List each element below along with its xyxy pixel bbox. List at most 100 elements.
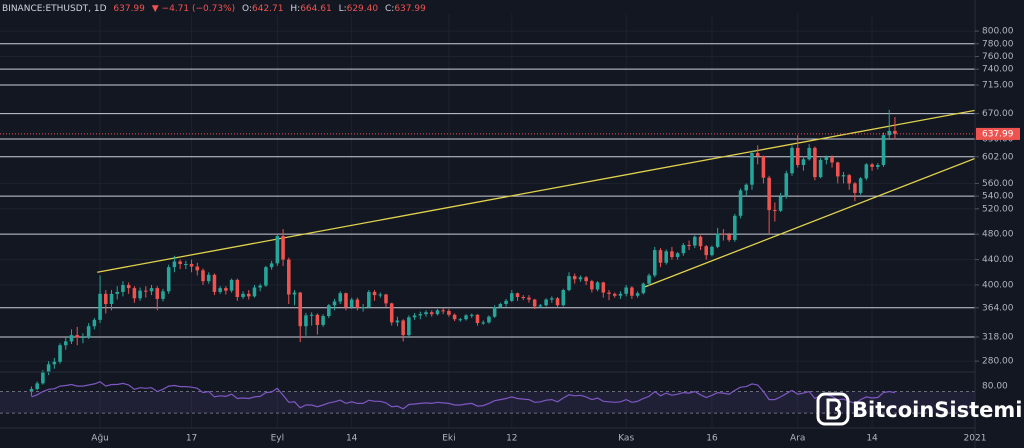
candle-body bbox=[835, 162, 840, 177]
candle-body bbox=[601, 282, 606, 293]
candle-body bbox=[338, 293, 343, 302]
candle-body bbox=[464, 315, 468, 320]
candle-body bbox=[870, 164, 874, 167]
candle-body bbox=[75, 335, 79, 338]
candle-body bbox=[710, 246, 714, 256]
candle-body bbox=[612, 293, 617, 296]
y-tick-label: 520.00 bbox=[982, 204, 1014, 214]
candle-body bbox=[104, 293, 108, 304]
candle-body bbox=[624, 287, 628, 294]
candle-body bbox=[784, 173, 789, 197]
symbol: BINANCE:ETHUSDT, 1D bbox=[2, 4, 107, 14]
candle-body bbox=[367, 291, 371, 308]
candle-body bbox=[149, 288, 154, 292]
trendline bbox=[97, 109, 975, 273]
x-tick-label: Ağu bbox=[91, 434, 109, 444]
y-tick-label: 480.00 bbox=[982, 230, 1014, 240]
x-tick-label: 16 bbox=[706, 434, 718, 444]
candle-body bbox=[555, 298, 560, 306]
logo-icon bbox=[816, 392, 850, 426]
candle-body bbox=[778, 196, 783, 211]
y-tick-label: 602.00 bbox=[982, 152, 1014, 162]
candle-body bbox=[309, 314, 314, 316]
candle-body bbox=[246, 293, 251, 297]
y-tick-label: 760.00 bbox=[982, 52, 1014, 62]
candle-body bbox=[435, 310, 440, 315]
y-tick-label: 800.00 bbox=[982, 27, 1014, 37]
candle-body bbox=[46, 364, 51, 372]
candle-body bbox=[144, 290, 148, 292]
y-tick-label: 780.00 bbox=[982, 39, 1014, 49]
candle-body bbox=[670, 251, 674, 258]
candle-body bbox=[515, 293, 520, 298]
watermark: BitcoinSistemi bbox=[816, 392, 1022, 426]
candle-body bbox=[69, 335, 74, 342]
candle-body bbox=[544, 299, 548, 306]
candle-body bbox=[561, 290, 566, 306]
candle-body bbox=[761, 156, 766, 178]
y-tick-label: 280.00 bbox=[982, 357, 1014, 367]
x-tick-label: 14 bbox=[866, 434, 878, 444]
candle-body bbox=[189, 264, 194, 267]
candle-body bbox=[355, 299, 360, 308]
candle-body bbox=[595, 282, 600, 290]
candle-body bbox=[470, 314, 474, 316]
high-label: H: bbox=[290, 4, 300, 14]
candle-body bbox=[349, 299, 354, 308]
candle-body bbox=[881, 135, 886, 166]
candle-body bbox=[275, 236, 280, 264]
candle-body bbox=[229, 279, 234, 291]
rsi-band-fill bbox=[0, 391, 975, 414]
y-tick-label: 715.00 bbox=[982, 81, 1014, 91]
candle-body bbox=[801, 159, 806, 166]
x-tick-label: 2021 bbox=[964, 434, 987, 444]
header: BINANCE:ETHUSDT, 1D 637.99 ▼ −4.71 (−0.7… bbox=[2, 4, 426, 14]
low: 629.40 bbox=[347, 4, 379, 14]
logo-mark bbox=[826, 398, 841, 420]
candle-body bbox=[652, 250, 657, 276]
candle-body bbox=[572, 276, 577, 280]
candle-body bbox=[327, 305, 331, 317]
candle-body bbox=[750, 152, 754, 185]
candle-body bbox=[475, 314, 480, 324]
x-tick-label: Eki bbox=[442, 434, 455, 444]
candle-body bbox=[121, 284, 125, 292]
candle-body bbox=[281, 236, 285, 260]
price: 637.99 bbox=[113, 4, 145, 14]
candle-body bbox=[790, 147, 794, 174]
change: ▼ −4.71 (−0.73%) bbox=[152, 4, 235, 14]
candle-body bbox=[132, 288, 137, 299]
candle-body bbox=[733, 215, 737, 240]
candle-body bbox=[81, 336, 85, 338]
y-tick-label: 440.00 bbox=[982, 255, 1014, 265]
candle-body bbox=[658, 250, 663, 263]
candle-body bbox=[492, 307, 497, 317]
close: 637.99 bbox=[394, 4, 426, 14]
rsi-tick-label: 80.00 bbox=[982, 382, 1008, 392]
candle-body bbox=[206, 274, 211, 282]
candle-body bbox=[698, 236, 703, 247]
candle-body bbox=[755, 152, 760, 157]
candle-body bbox=[527, 297, 531, 300]
candle-body bbox=[166, 267, 171, 292]
high: 664.61 bbox=[300, 4, 332, 14]
y-tick-label: 318.00 bbox=[982, 332, 1014, 342]
candle-body bbox=[241, 293, 245, 298]
candle-body bbox=[126, 284, 131, 289]
candle-body bbox=[584, 277, 588, 282]
candle-body bbox=[630, 287, 634, 296]
candle-body bbox=[395, 320, 400, 323]
candle-body bbox=[109, 293, 114, 304]
candle-body bbox=[447, 310, 451, 315]
candle-body bbox=[744, 184, 749, 191]
x-tick-label: Eyl bbox=[271, 434, 285, 444]
candle-body bbox=[664, 251, 668, 263]
y-tick-label: 540.00 bbox=[982, 192, 1014, 202]
candle-body bbox=[212, 274, 217, 292]
candle-body bbox=[504, 300, 508, 304]
last-price-tag bbox=[976, 127, 1020, 140]
candle-body bbox=[824, 157, 829, 160]
candle-body bbox=[590, 281, 594, 290]
